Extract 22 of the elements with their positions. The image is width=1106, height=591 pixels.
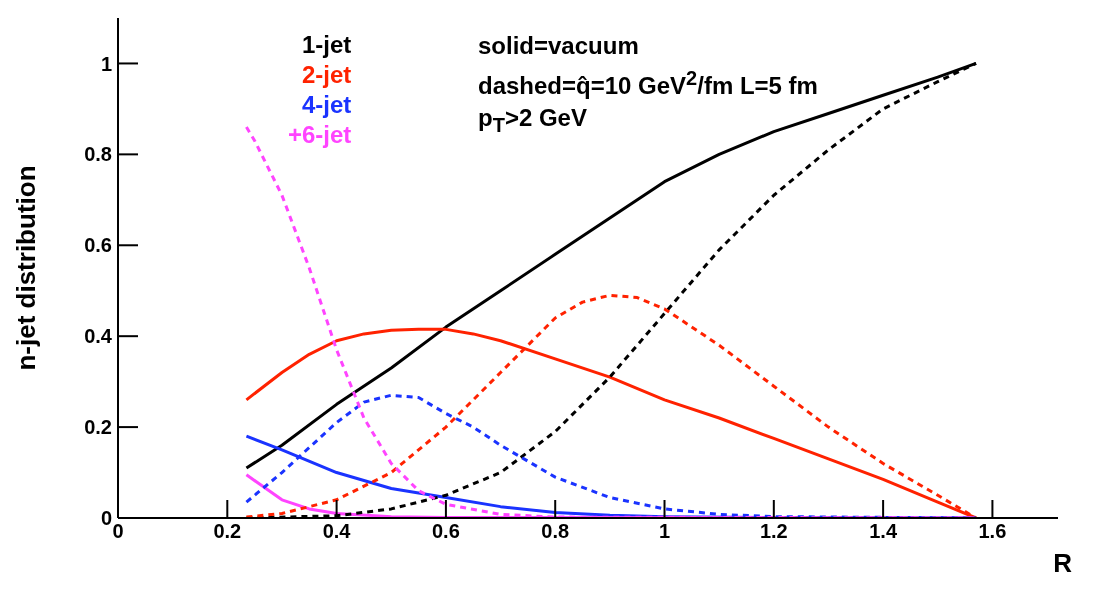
text: +6-jet — [288, 120, 352, 150]
annotation: dashed=q̂=10 GeV$^{2}$/fm L=5 fm — [478, 66, 818, 101]
y-tick-label: 0.6 — [84, 234, 112, 257]
x-tick-label: 1 — [658, 520, 671, 543]
x-tick-label: 0.4 — [322, 520, 352, 543]
x-tick-label: 0.2 — [213, 520, 242, 543]
text: 1-jet — [301, 30, 352, 60]
y-tick-label: 0.2 — [84, 416, 112, 439]
text: 2-jet — [301, 60, 352, 90]
x-tick-label: 0.8 — [541, 520, 570, 543]
y-tick-label: 0.4 — [84, 325, 113, 348]
x-tick-label: 1.2 — [759, 520, 788, 543]
x-tick-label: 1.4 — [869, 520, 898, 543]
y-axis-title: n-jet distribution — [11, 165, 42, 371]
x-axis-title: R — [1053, 548, 1073, 578]
annotation: solid=vacuum — [478, 31, 640, 61]
x-tick-label: 1.6 — [978, 520, 1007, 543]
y-tick-label: 1 — [100, 52, 112, 75]
annotation: p$_{T}$>2 GeV — [478, 103, 588, 138]
text: 4-jet — [301, 90, 352, 120]
x-tick-label: 0.6 — [432, 520, 460, 543]
y-tick-label: 0.8 — [84, 143, 112, 166]
